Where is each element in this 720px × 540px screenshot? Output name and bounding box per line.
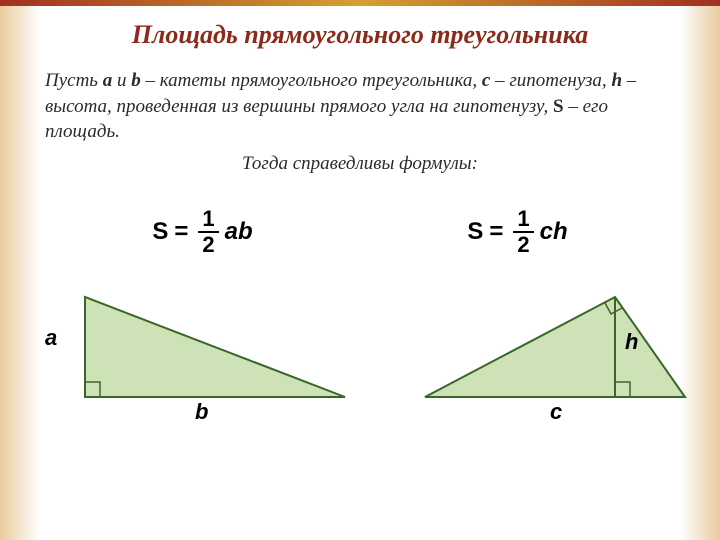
var-b: b (131, 70, 141, 91)
numerator: 1 (198, 207, 218, 233)
fraction-half: 1 2 (513, 207, 533, 257)
label-a: a (45, 325, 57, 351)
formula-S: S (467, 218, 483, 246)
slide-title: Площадь прямоугольного треугольника (45, 20, 675, 50)
formula-S: S (152, 218, 168, 246)
numerator: 1 (513, 207, 533, 233)
denominator: 2 (513, 233, 533, 257)
slide-content: Площадь прямоугольного треугольника Пуст… (0, 0, 720, 477)
formula-eq: = (174, 218, 188, 246)
formula-eq: = (489, 218, 503, 246)
label-h: h (625, 329, 638, 355)
formula-ch: S = 1 2 ch (467, 207, 567, 257)
formulas-intro: Тогда справедливы формулы: (45, 151, 675, 177)
formulas-row: S = 1 2 ab S = 1 2 ch (45, 207, 675, 257)
denominator: 2 (198, 233, 218, 257)
diagrams-area: a b h c (45, 267, 675, 467)
formula-vars: ab (225, 218, 253, 246)
formula-vars: ch (540, 218, 568, 246)
triangle-shape (85, 297, 345, 397)
text-frag: Пусть (45, 70, 103, 91)
label-c: c (550, 399, 562, 425)
triangle-left (65, 277, 365, 427)
text-frag: – катеты прямоугольного треугольника, (141, 70, 482, 91)
var-h: h (611, 70, 622, 91)
label-b: b (195, 399, 208, 425)
description-paragraph: Пусть a и b – катеты прямоугольного треу… (45, 68, 675, 145)
text-frag: и (112, 70, 131, 91)
text-frag: – гипотенуза, (490, 70, 611, 91)
fraction-half: 1 2 (198, 207, 218, 257)
triangle-shape (425, 297, 685, 397)
formula-ab: S = 1 2 ab (152, 207, 252, 257)
var-a: a (103, 70, 113, 91)
var-S: S (553, 96, 564, 117)
